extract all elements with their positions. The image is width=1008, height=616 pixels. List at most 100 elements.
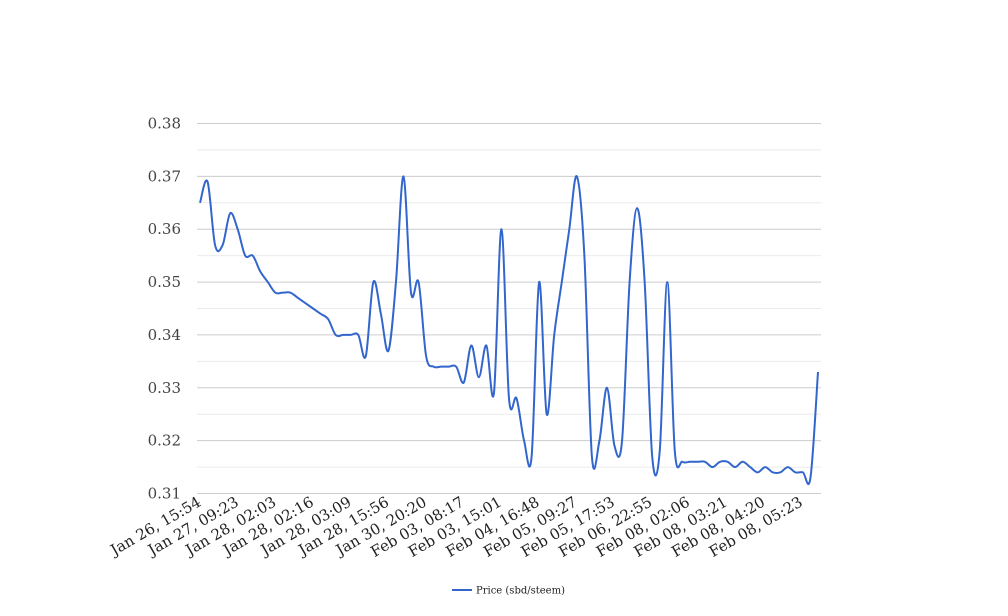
data-point <box>265 279 271 285</box>
data-point <box>197 200 203 206</box>
data-point <box>732 464 738 470</box>
data-point <box>589 454 595 460</box>
data-point <box>205 179 211 185</box>
data-point <box>514 395 520 401</box>
gridlines <box>197 123 821 494</box>
data-point <box>355 332 361 338</box>
data-point <box>257 269 263 275</box>
series-line-price <box>199 175 819 486</box>
data-point <box>747 464 753 470</box>
data-point <box>657 448 663 454</box>
data-point <box>702 459 708 465</box>
data-point <box>521 438 527 444</box>
data-point <box>416 279 422 285</box>
y-tick-label: 0.32 <box>148 432 181 450</box>
data-point <box>717 459 723 465</box>
data-point <box>483 343 489 349</box>
data-point <box>612 443 618 449</box>
legend: Price (sbd/steem) <box>452 586 565 597</box>
data-point <box>242 253 248 259</box>
data-point <box>664 279 670 285</box>
data-point <box>627 279 633 285</box>
data-point <box>649 454 655 460</box>
data-point <box>220 242 226 248</box>
data-point <box>423 353 429 359</box>
data-point <box>461 380 467 386</box>
data-point <box>333 332 339 338</box>
data-point <box>348 332 354 338</box>
data-point <box>400 173 406 179</box>
data-point <box>295 295 301 301</box>
data-point <box>303 300 309 306</box>
data-point <box>687 459 693 465</box>
data-point <box>498 226 504 232</box>
data-point <box>453 364 459 370</box>
data-point <box>227 210 233 216</box>
data-point <box>770 469 776 475</box>
data-point <box>393 279 399 285</box>
data-point <box>566 226 572 232</box>
y-tick-label: 0.38 <box>148 115 181 133</box>
data-point <box>679 459 685 465</box>
data-point <box>408 290 414 296</box>
data-point <box>250 253 256 259</box>
data-point <box>559 279 565 285</box>
data-point <box>280 290 286 296</box>
data-point <box>544 411 550 417</box>
data-point <box>235 226 241 232</box>
data-point <box>340 332 346 338</box>
data-point <box>574 173 580 179</box>
data-point <box>310 306 316 312</box>
data-point <box>551 332 557 338</box>
data-point <box>363 353 369 359</box>
data-point <box>815 369 821 375</box>
data-point <box>529 454 535 460</box>
data-point <box>431 364 437 370</box>
data-point <box>536 279 542 285</box>
data-point <box>709 464 715 470</box>
y-tick-label: 0.37 <box>148 167 181 185</box>
data-point <box>272 290 278 296</box>
data-point <box>212 242 218 248</box>
data-point <box>506 395 512 401</box>
data-point <box>725 459 731 465</box>
data-point <box>800 469 806 475</box>
y-tick-label: 0.35 <box>148 273 181 291</box>
data-point <box>446 364 452 370</box>
data-point <box>476 374 482 380</box>
y-tick-label: 0.34 <box>148 326 181 344</box>
data-point <box>740 459 746 465</box>
data-point <box>792 469 798 475</box>
data-point <box>468 343 474 349</box>
data-point <box>378 311 384 317</box>
data-point <box>318 311 324 317</box>
y-tick-label: 0.33 <box>148 379 181 397</box>
data-point <box>604 385 610 391</box>
data-point <box>325 316 331 322</box>
y-tick-label: 0.36 <box>148 220 181 238</box>
data-point <box>385 348 391 354</box>
y-tick-label: 0.31 <box>148 485 181 503</box>
y-axis-ticks: 0.38 0.37 0.36 0.35 0.34 0.33 0.32 0.31 <box>148 115 181 503</box>
data-point <box>785 464 791 470</box>
data-point <box>370 279 376 285</box>
data-point <box>694 459 700 465</box>
data-point <box>287 290 293 296</box>
data-point <box>777 469 783 475</box>
data-point <box>755 469 761 475</box>
data-point <box>807 475 813 481</box>
data-point <box>581 253 587 259</box>
series-layer <box>197 173 821 486</box>
data-point <box>672 448 678 454</box>
data-point <box>762 464 768 470</box>
data-point <box>634 205 640 211</box>
data-point <box>491 390 497 396</box>
data-point <box>596 438 602 444</box>
legend-label: Price (sbd/steem) <box>476 586 565 597</box>
data-point <box>438 364 444 370</box>
data-point <box>642 279 648 285</box>
data-point <box>619 438 625 444</box>
